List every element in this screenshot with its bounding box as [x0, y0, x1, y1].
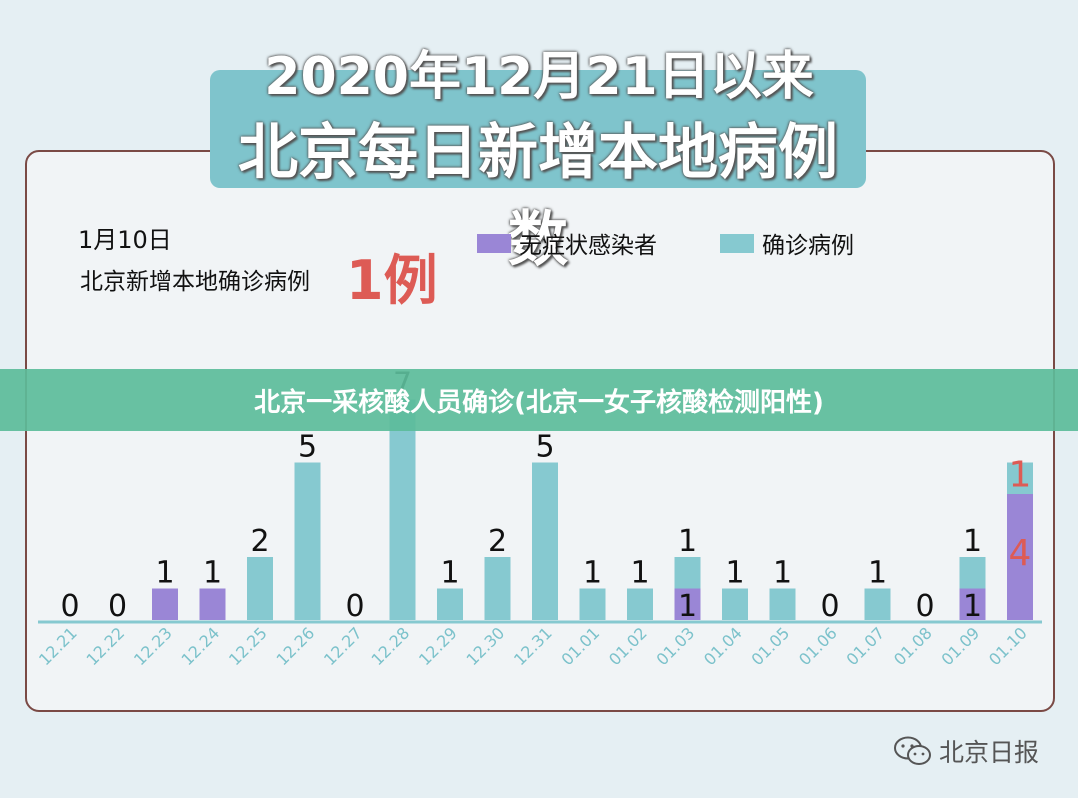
value-label-12.23: 1 — [155, 556, 174, 591]
bar-asymptomatic-01.10 — [1007, 494, 1033, 620]
bar-confirmed-12.29 — [437, 588, 463, 620]
legend-swatch-asymptomatic — [477, 233, 511, 253]
value-label-12.25: 2 — [250, 524, 269, 559]
value-label-confirmed-01.03: 1 — [678, 524, 697, 559]
x-tick-label-12.27: 12.27 — [320, 623, 366, 669]
bar-confirmed-01.09 — [959, 557, 986, 589]
value-label-asymptomatic-01.03: 1 — [678, 589, 697, 624]
watermark-text: 北京日报 — [939, 738, 1040, 767]
title-banner — [210, 70, 866, 188]
x-tick-label-12.31: 12.31 — [510, 623, 556, 669]
value-label-confirmed-01.09: 1 — [963, 524, 982, 559]
x-tick-label-12.30: 12.30 — [462, 623, 508, 669]
legend-label-confirmed: 确诊病例 — [762, 233, 854, 259]
value-label-01.08: 0 — [915, 589, 934, 624]
x-tick-label-01.10: 01.10 — [985, 623, 1031, 669]
bar-confirmed-01.05 — [769, 588, 796, 620]
legend-item-confirmed: 确诊病例 — [720, 226, 854, 260]
x-tick-label-12.28: 12.28 — [367, 623, 413, 669]
x-tick-label-01.08: 01.08 — [890, 623, 936, 669]
bar-confirmed-01.10 — [1007, 462, 1033, 494]
source-watermark: 北京日报 — [893, 733, 1039, 769]
value-label-asymptomatic-01.10: 4 — [1009, 533, 1032, 574]
value-label-confirmed-01.10: 1 — [1009, 455, 1032, 496]
wechat-icon — [894, 736, 931, 765]
value-label-01.01: 1 — [583, 556, 602, 591]
legend-label-asymptomatic: 无症状感染者 — [519, 233, 657, 259]
bar-confirmed-12.28 — [389, 399, 416, 620]
x-tick-label-12.25: 12.25 — [225, 623, 271, 669]
bar-asymptomatic-12.24 — [199, 588, 226, 620]
x-tick-label-01.01: 01.01 — [557, 623, 603, 669]
value-label-12.21: 0 — [60, 589, 79, 624]
chart-title-line2: 北京每日新增本地病例数 — [238, 118, 838, 275]
news-headline-banner[interactable]: 北京一采核酸人员确诊(北京一女子核酸检测阳性) — [0, 369, 1078, 431]
legend-item-asymptomatic: 无症状感染者 — [477, 226, 657, 260]
x-tick-label-01.06: 01.06 — [795, 623, 841, 669]
value-label-01.06: 0 — [820, 589, 839, 624]
bar-confirmed-01.03 — [674, 557, 701, 589]
x-tick-label-01.07: 01.07 — [842, 623, 888, 669]
value-label-01.04: 1 — [725, 556, 744, 591]
x-tick-label-01.02: 01.02 — [605, 623, 651, 669]
value-label-asymptomatic-01.09: 1 — [963, 589, 982, 624]
bar-asymptomatic-12.23 — [152, 588, 178, 620]
x-tick-label-12.26: 12.26 — [272, 623, 318, 669]
bar-confirmed-12.26 — [294, 462, 321, 620]
x-tick-label-12.29: 12.29 — [415, 623, 461, 669]
bar-confirmed-12.30 — [484, 557, 511, 620]
bar-confirmed-01.02 — [627, 588, 653, 620]
x-tick-label-12.23: 12.23 — [130, 623, 176, 669]
x-tick-label-01.03: 01.03 — [652, 623, 698, 669]
value-label-01.05: 1 — [773, 556, 792, 591]
value-label-12.22: 0 — [108, 589, 127, 624]
value-label-12.24: 1 — [203, 556, 222, 591]
bar-confirmed-01.07 — [864, 588, 891, 620]
value-label-12.26: 5 — [298, 430, 317, 465]
bar-confirmed-12.25 — [247, 557, 273, 620]
value-label-12.31: 5 — [535, 430, 554, 465]
highlight-label: 北京新增本地确诊病例 — [80, 269, 310, 295]
value-label-01.02: 1 — [630, 556, 649, 591]
value-label-01.07: 1 — [868, 556, 887, 591]
x-tick-label-12.22: 12.22 — [82, 623, 128, 669]
bar-confirmed-01.01 — [579, 588, 606, 620]
highlight-date: 1月10日 — [78, 226, 172, 254]
bar-confirmed-12.31 — [532, 462, 558, 620]
x-tick-label-01.09: 01.09 — [937, 623, 983, 669]
highlight-value: 1例 — [346, 249, 438, 312]
value-label-12.29: 1 — [440, 556, 459, 591]
value-label-12.27: 0 — [345, 589, 364, 624]
chart-title-line1: 2020年12月21日以来 — [264, 47, 814, 107]
x-tick-label-01.04: 01.04 — [700, 623, 746, 669]
value-label-12.30: 2 — [488, 524, 507, 559]
bar-confirmed-01.04 — [722, 588, 748, 620]
bar-asymptomatic-01.09 — [959, 588, 986, 620]
x-tick-label-12.24: 12.24 — [177, 623, 223, 669]
x-tick-label-01.05: 01.05 — [747, 623, 793, 669]
bar-asymptomatic-01.03 — [674, 588, 701, 620]
x-tick-label-12.21: 12.21 — [35, 623, 81, 669]
legend-swatch-confirmed — [720, 233, 754, 253]
